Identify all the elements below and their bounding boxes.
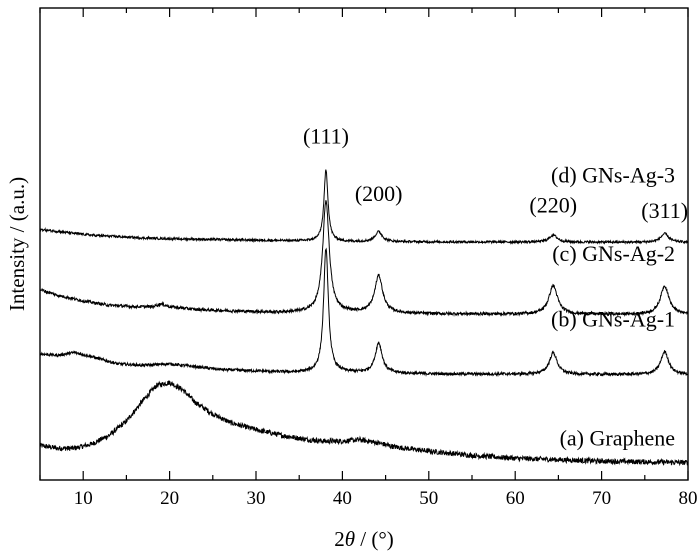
series-labels: (d) GNs-Ag-3 (c) GNs-Ag-2 (b) GNs-Ag-1 (a) … xyxy=(551,162,675,450)
series-label-d: (d) GNs-Ag-3 xyxy=(551,162,675,187)
x-axis-label: 2θ / (°) xyxy=(334,527,394,551)
x-tick-label-20: 20 xyxy=(160,488,179,509)
series-curves xyxy=(39,169,689,467)
x-tick-label-50: 50 xyxy=(419,488,438,509)
series-line-b xyxy=(39,247,689,378)
series-line-a xyxy=(39,380,689,467)
x-tick-label-40: 40 xyxy=(333,488,352,509)
series-line-d xyxy=(39,169,689,245)
x-tick-label-60: 60 xyxy=(506,488,525,509)
x-tick-label-30: 30 xyxy=(247,488,266,509)
peak-label-111: (111) xyxy=(303,124,349,149)
plot-frame xyxy=(39,7,689,481)
series-label-b: (b) GNs-Ag-1 xyxy=(551,307,675,332)
y-axis-label: Intensity / (a.u.) xyxy=(5,177,29,311)
peak-label-200: (200) xyxy=(355,181,403,206)
x-tick-label-80: 80 xyxy=(679,488,698,509)
x-tick-label-70: 70 xyxy=(592,488,611,509)
peak-annotations: (111) (200) (220) (311) xyxy=(303,124,688,223)
series-line-c xyxy=(39,200,689,318)
series-label-c: (c) GNs-Ag-2 xyxy=(552,241,675,266)
peak-label-311: (311) xyxy=(641,198,688,223)
x-axis-ticks: 10 20 30 40 50 60 70 80 xyxy=(39,8,698,509)
x-tick-label-10: 10 xyxy=(74,488,93,509)
series-label-a: (a) Graphene xyxy=(560,425,675,450)
peak-label-220: (220) xyxy=(529,192,577,217)
